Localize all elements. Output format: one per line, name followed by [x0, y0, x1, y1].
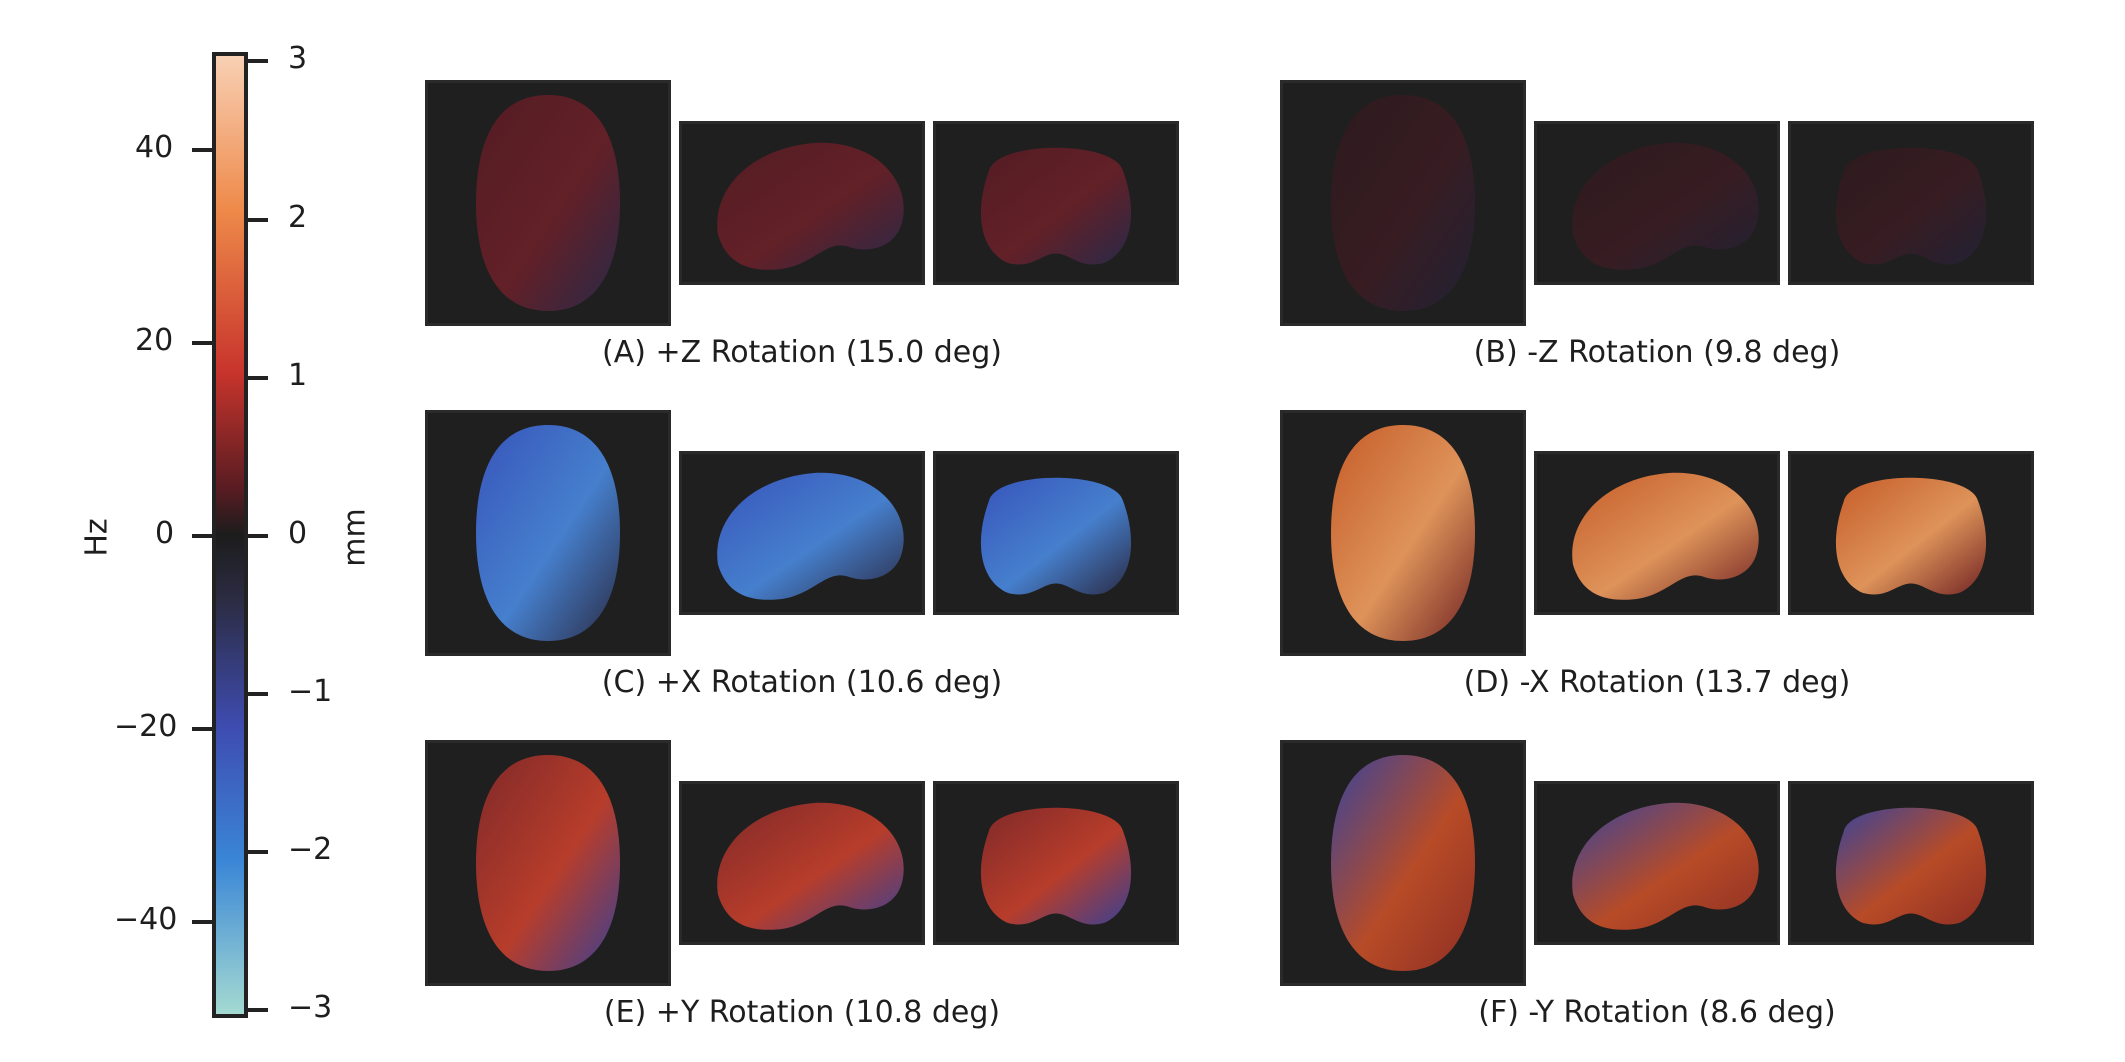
panel-f-coronal-slice — [1788, 781, 2034, 945]
panel-e-axial-slice — [425, 740, 671, 986]
panel-b-sagittal-slice — [1534, 121, 1780, 285]
panel-d-coronal-slice — [1788, 451, 2034, 615]
panel-c-sagittal-slice — [679, 451, 925, 615]
panel-c-axial-slice — [425, 410, 671, 656]
panel-caption: (C) +X Rotation (10.6 deg) — [601, 665, 1003, 700]
panel-caption: (B) -Z Rotation (9.8 deg) — [1473, 335, 1841, 370]
panel-d-axial-slice — [1280, 410, 1526, 656]
mm-axis-label: mm — [337, 508, 373, 567]
panel-caption: (E) +Y Rotation (10.8 deg) — [603, 995, 1001, 1030]
panel-e-coronal-slice — [933, 781, 1179, 945]
panel-f-sagittal-slice — [1534, 781, 1780, 945]
panel-a-axial-slice — [425, 80, 671, 326]
panel-caption: (D) -X Rotation (13.7 deg) — [1463, 665, 1851, 700]
panel-caption: (A) +Z Rotation (15.0 deg) — [602, 335, 1002, 370]
panel-c-coronal-slice — [933, 451, 1179, 615]
hz-axis-label: Hz — [79, 518, 115, 557]
panel-a-coronal-slice — [933, 121, 1179, 285]
panel-e-sagittal-slice — [679, 781, 925, 945]
panel-d-sagittal-slice — [1534, 451, 1780, 615]
colorbar — [212, 52, 248, 1018]
panel-b-coronal-slice — [1788, 121, 2034, 285]
panel-caption: (F) -Y Rotation (8.6 deg) — [1478, 995, 1836, 1030]
panel-b-axial-slice — [1280, 80, 1526, 326]
panel-a-sagittal-slice — [679, 121, 925, 285]
panel-f-axial-slice — [1280, 740, 1526, 986]
